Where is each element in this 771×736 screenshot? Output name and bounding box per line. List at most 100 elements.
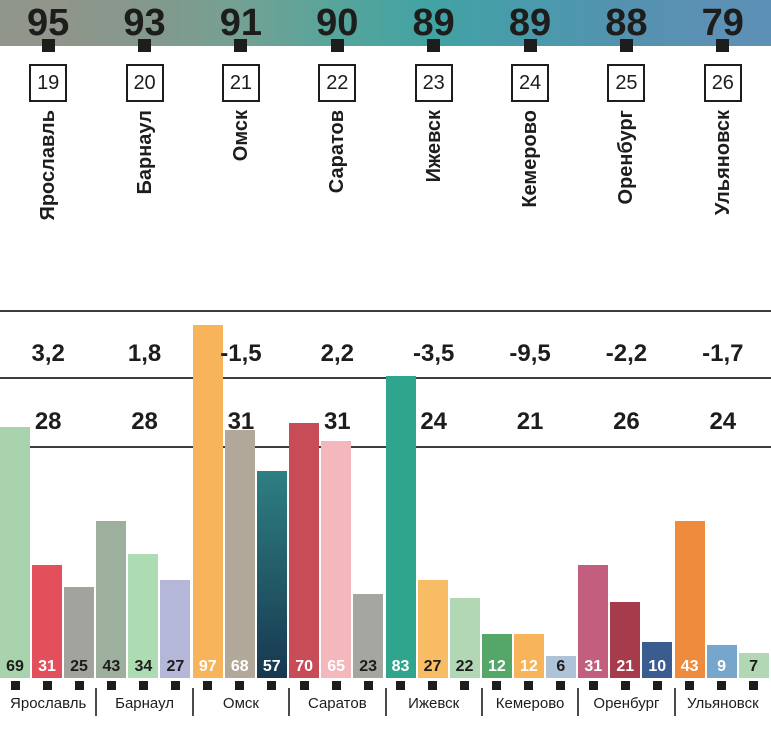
bar [160, 580, 191, 678]
bar [610, 602, 641, 678]
scale-tick-marker [234, 39, 248, 52]
bar [513, 634, 544, 678]
bar-value-label: 12 [487, 658, 506, 675]
bar-tick-marker [685, 681, 695, 690]
indicator-value: 28 [131, 408, 158, 435]
axis-city-label: Саратов [307, 695, 367, 712]
bar-tick-marker [396, 681, 405, 690]
axis-city-label: Омск [222, 695, 259, 712]
bar-tick-marker [428, 681, 437, 690]
bar-value-label: 69 [6, 658, 24, 675]
bar-value-label: 70 [295, 658, 314, 675]
bar-tick-marker [492, 681, 502, 690]
bar-value-label: 65 [327, 658, 346, 675]
bar [385, 376, 416, 678]
bar-tick-marker [717, 681, 727, 690]
city-name-vertical: Оренбург [615, 110, 638, 205]
bar [449, 598, 480, 678]
bar [481, 634, 512, 678]
indicator-value: 28 [34, 408, 62, 435]
bar-value-label: 10 [648, 658, 667, 675]
bar-tick-marker [652, 681, 662, 690]
axis-city-label: Кемерово [495, 695, 565, 712]
bar-tick-marker [74, 681, 84, 690]
bar [353, 594, 384, 678]
scale-tick-marker [330, 39, 344, 52]
growth-value: 1,8 [127, 340, 162, 367]
bar-value-label: 31 [584, 658, 603, 675]
city-name-vertical: Барнаул [133, 110, 156, 195]
scale-tick-marker [619, 39, 633, 52]
bar-value-label: 83 [391, 658, 410, 675]
rank-box: 26 [703, 64, 742, 102]
indicator-value: 26 [613, 408, 640, 435]
bar-tick-marker [460, 681, 469, 690]
rank-box: 21 [221, 64, 260, 102]
score-value: 95 [27, 2, 70, 44]
growth-value: 2,2 [320, 340, 354, 367]
bar-value-label: 34 [134, 658, 153, 675]
bar-tick-marker [331, 681, 341, 690]
city-name-vertical: Кемерово [519, 110, 542, 208]
bar-tick-marker [556, 681, 566, 690]
indicator-value: 31 [323, 408, 351, 435]
bar [674, 521, 705, 678]
rank-box: 19 [29, 64, 68, 102]
bar [192, 325, 223, 678]
bar [578, 565, 609, 678]
bar-value-label: 12 [519, 658, 538, 675]
bar-tick-marker [106, 681, 116, 690]
axis-separator [480, 688, 483, 716]
bar [289, 423, 320, 678]
rank-box: 22 [318, 64, 357, 102]
bar-value-label: 43 [102, 658, 121, 675]
city-name-vertical: Ярославль [37, 110, 60, 221]
bar [706, 645, 737, 678]
bar-tick-marker [138, 681, 148, 690]
score-value: 79 [701, 2, 744, 44]
bar-tick-marker [235, 681, 245, 690]
bar [0, 427, 30, 678]
bar-value-label: 9 [717, 658, 727, 675]
axis-separator [577, 688, 580, 716]
score-value: 89 [508, 2, 552, 44]
indicator-value: 24 [709, 408, 737, 435]
bar-value-label: 22 [455, 658, 474, 675]
bar [64, 587, 94, 678]
scale-tick-marker [138, 39, 152, 52]
bar [256, 471, 287, 678]
city-name-vertical: Омск [229, 110, 252, 162]
bar-value-label: 7 [749, 658, 759, 675]
bar-value-label: 43 [680, 658, 699, 675]
bar-tick-marker [588, 681, 598, 690]
city-name-vertical: Ижевск [422, 110, 445, 183]
bar-tick-marker [524, 681, 534, 690]
bar-value-label: 21 [616, 658, 635, 675]
bar-value-label: 57 [262, 658, 281, 675]
axis-separator [673, 688, 676, 716]
bar-tick-marker [203, 681, 213, 690]
rank-box: 20 [125, 64, 164, 102]
growth-value: -1,7 [702, 340, 744, 367]
score-value: 93 [123, 2, 166, 44]
scale-tick-marker [716, 39, 730, 52]
bar [545, 656, 576, 678]
bar-value-label: 27 [166, 658, 185, 675]
bar-value-label: 25 [70, 658, 88, 675]
bar [32, 565, 62, 678]
bar [321, 441, 352, 678]
axis-separator [95, 688, 98, 716]
axis-city-label: Ижевск [408, 695, 460, 712]
bar [417, 580, 448, 678]
bar [738, 653, 769, 678]
growth-value: -2,2 [605, 340, 648, 367]
scale-tick-marker [523, 39, 537, 52]
score-value: 91 [219, 2, 263, 44]
bar-tick-marker [10, 681, 20, 690]
indicator-value: 31 [227, 408, 255, 435]
score-value: 90 [316, 2, 359, 44]
bar-tick-marker [749, 681, 759, 690]
bar-tick-marker [267, 681, 277, 690]
growth-value: 3,2 [31, 340, 65, 367]
